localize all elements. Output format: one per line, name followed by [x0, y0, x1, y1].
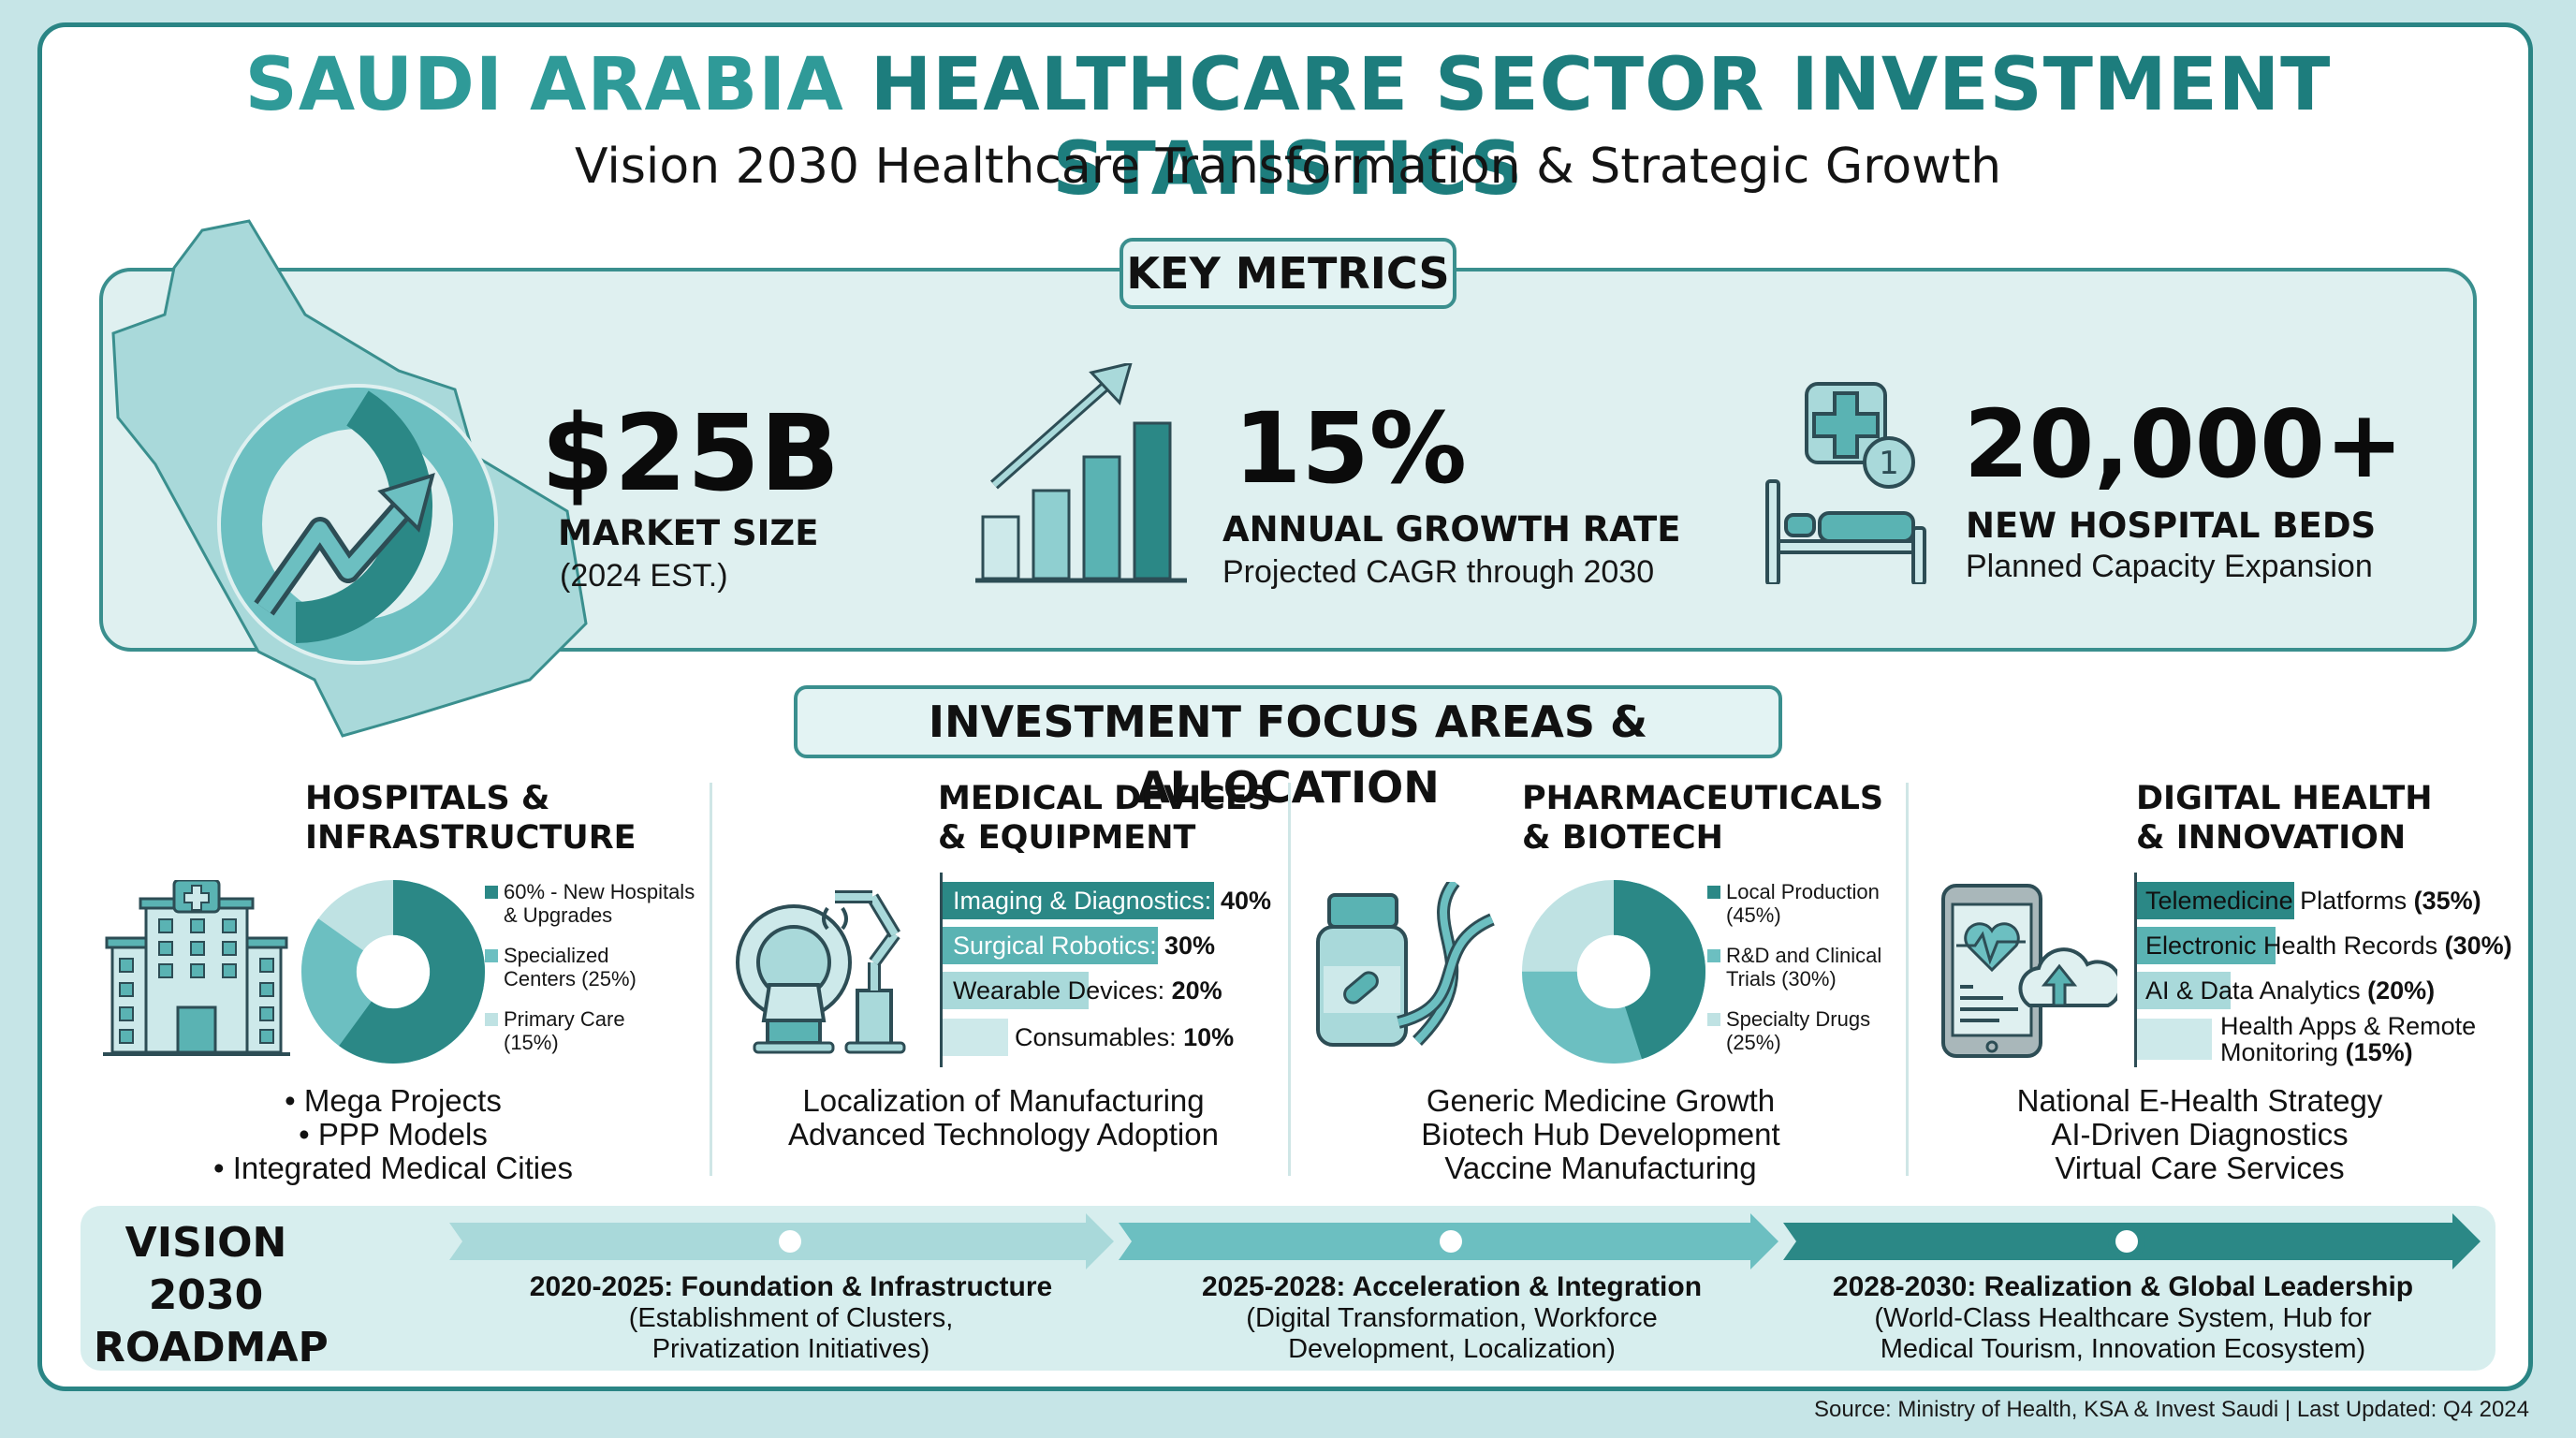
phase-2-title: 2025-2028: Acceleration & Integration — [1201, 1271, 1703, 1302]
source-note: Source: Ministry of Health, KSA & Invest… — [1814, 1397, 2529, 1422]
hospital-building-icon — [103, 880, 290, 1056]
hospitals-highlights: • Mega Projects • PPP Models • Integrated … — [213, 1083, 573, 1185]
bar-consumables — [943, 1019, 1008, 1056]
bar-imaging — [943, 882, 1214, 919]
legend-swatch — [485, 949, 498, 962]
bar-chart-arrow-icon — [975, 363, 1187, 583]
legend-item: Local Production (45%) — [1707, 880, 1880, 927]
bar-ehr-label: Electronic Health Records (30%) — [2145, 932, 2512, 960]
roadmap-title: VISION 2030 ROADMAP — [94, 1219, 329, 1372]
pharma-donut-chart — [1522, 880, 1705, 1064]
bar-wearable-label: Wearable Devices: 20% — [953, 976, 1222, 1005]
growth-rate-title: ANNUAL GROWTH RATE — [1222, 509, 1681, 550]
bar-ehr — [2137, 927, 2276, 964]
pharma-highlights: Generic Medicine Growth Biotech Hub Devel… — [1421, 1083, 1780, 1185]
growth-ring-icon — [217, 384, 498, 665]
hospital-beds-value: 20,000+ — [1964, 389, 2404, 499]
bar-surgical-value: 30% — [1164, 932, 1216, 960]
bar-imaging-label: Imaging & Diagnostics: — [953, 887, 1212, 915]
page-subtitle: Vision 2030 Healthcare Transformation & … — [574, 139, 2002, 195]
roadmap-timeline-arrows — [449, 1213, 2481, 1269]
bar-consumables-label: Consumables: 10% — [1015, 1023, 1235, 1051]
legend-swatch — [1707, 949, 1720, 962]
devices-title: MEDICAL DEVICES & EQUIPMENT — [938, 780, 1271, 857]
digital-highlights: National E-Health Strategy AI-Driven Diag… — [2016, 1083, 2383, 1185]
bar-wearable — [943, 972, 1089, 1009]
investment-focus-label: INVESTMENT FOCUS AREAS & ALLOCATION — [794, 685, 1782, 813]
bar-imaging-value: 40% — [1221, 887, 1272, 915]
chart-axis — [2134, 873, 2137, 1067]
bar-surgical-label: Surgical Robotics: — [953, 932, 1157, 960]
mri-robot-arm-icon — [736, 890, 906, 1054]
growth-rate-sub: Projected CAGR through 2030 — [1222, 554, 1655, 590]
legend-item: R&D and Clinical Trials (30%) — [1707, 944, 1881, 990]
legend-item: Specialized Centers (25%) — [485, 944, 637, 990]
market-size-value: $25B — [541, 393, 841, 515]
tablet-heart-cloud-icon — [1941, 884, 2117, 1058]
column-divider — [1288, 783, 1291, 1176]
key-metrics-label: KEY METRICS — [1120, 238, 1456, 309]
legend-swatch — [485, 886, 498, 899]
legend-item: 60% - New Hospitals & Upgrades — [485, 880, 695, 927]
hospitals-donut-chart — [301, 880, 485, 1064]
hospitals-title: HOSPITALS & INFRASTRUCTURE — [305, 780, 637, 857]
hospital-beds-sub: Planned Capacity Expansion — [1966, 549, 2373, 584]
bar-telemedicine — [2137, 882, 2294, 919]
growth-rate-value: 15% — [1234, 391, 1467, 506]
bar-telemedicine-label: Telemedicine Platforms (35%) — [2145, 887, 2481, 915]
phase-2-desc: (Digital Transformation, Workforce Develo… — [1246, 1303, 1658, 1364]
market-size-sub: (2024 EST.) — [560, 558, 728, 594]
hospital-bed-icon: 1 — [1765, 382, 1926, 584]
pharma-title: PHARMACEUTICALS & BIOTECH — [1522, 780, 1884, 857]
phase-1-desc: (Establishment of Clusters, Privatization… — [628, 1303, 954, 1364]
legend-item: Primary Care (15%) — [485, 1007, 625, 1054]
hospital-beds-title: NEW HOSPITAL BEDS — [1966, 506, 2377, 546]
legend-swatch — [1707, 886, 1720, 899]
bar-health-apps-label: Health Apps & Remote Monitoring (15%) — [2220, 1012, 2477, 1066]
bar-health-apps — [2137, 1019, 2212, 1060]
market-size-title: MARKET SIZE — [558, 513, 819, 553]
phase-3-title: 2028-2030: Realization & Global Leadersh… — [1832, 1271, 2414, 1302]
devices-highlights: Localization of Manufacturing Advanced Te… — [788, 1083, 1219, 1152]
column-divider — [710, 783, 712, 1176]
legend-swatch — [485, 1013, 498, 1026]
bar-ai-analytics — [2137, 972, 2231, 1009]
bar-surgical — [943, 927, 1158, 964]
legend-swatch — [1707, 1013, 1720, 1026]
bar-ai-analytics-label: AI & Data Analytics (20%) — [2145, 976, 2436, 1005]
svg-text:1: 1 — [1879, 445, 1899, 482]
column-divider — [1906, 783, 1909, 1176]
phase-3-desc: (World-Class Healthcare System, Hub for M… — [1874, 1303, 2372, 1364]
phase-1-title: 2020-2025: Foundation & Infrastructure — [529, 1271, 1053, 1302]
legend-item: Specialty Drugs (25%) — [1707, 1007, 1870, 1054]
digital-title: DIGITAL HEALTH & INNOVATION — [2136, 780, 2433, 857]
page-title: SAUDI ARABIA HEALTHCARE SECTOR INVESTMEN… — [244, 43, 2332, 212]
chart-axis — [940, 873, 943, 1067]
pill-bottle-dna-icon — [1316, 882, 1495, 1047]
